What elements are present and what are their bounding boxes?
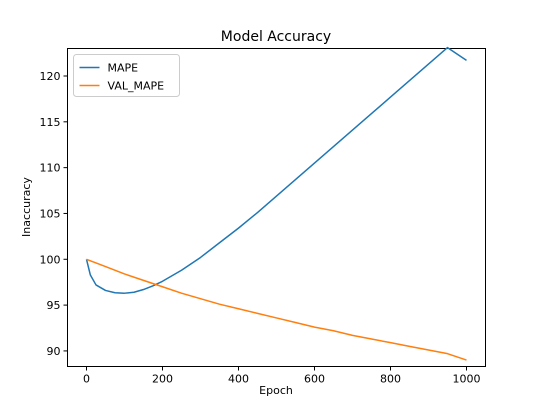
y-tick-label: 95 — [47, 299, 61, 312]
plot-area-frame — [67, 48, 486, 367]
series-line-val-mape — [86, 258, 467, 361]
y-tick-label: 120 — [40, 70, 61, 83]
legend: MAPE VAL_MAPE — [73, 54, 180, 97]
legend-label: VAL_MAPE — [108, 80, 165, 93]
y-axis-label: Inaccuracy — [20, 177, 33, 237]
y-axis: 90 95 100 105 110 115 120 — [40, 70, 68, 358]
y-tick-label: 115 — [40, 116, 61, 129]
y-tick-label: 110 — [40, 162, 61, 175]
legend-box — [73, 54, 180, 97]
x-tick-label: 400 — [228, 373, 249, 386]
x-tick-label: 600 — [304, 373, 325, 386]
y-tick-label: 100 — [40, 253, 61, 266]
x-axis-label: Epoch — [259, 384, 293, 397]
x-tick-label: 0 — [83, 373, 90, 386]
x-tick-label: 1000 — [453, 373, 481, 386]
series-line-mape — [85, 46, 467, 294]
y-tick-label: 105 — [40, 207, 61, 220]
y-tick-label: 90 — [47, 345, 61, 358]
legend-label: MAPE — [108, 62, 139, 75]
series-layer — [85, 46, 467, 361]
chart-title: Model Accuracy — [221, 29, 331, 45]
x-tick-label: 200 — [152, 373, 173, 386]
x-axis: 0 200 400 600 800 1000 — [83, 366, 481, 386]
x-tick-label: 800 — [380, 373, 401, 386]
